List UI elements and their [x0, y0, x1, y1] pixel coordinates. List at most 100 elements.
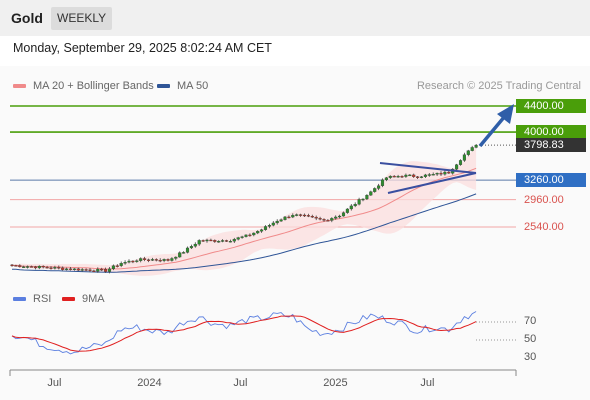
- candle-body: [326, 220, 330, 222]
- candle-body: [185, 247, 190, 253]
- candle-body: [392, 175, 396, 178]
- x-label-0: Jul: [47, 377, 62, 389]
- candle-body: [353, 204, 357, 207]
- candle-body: [416, 176, 420, 178]
- candle-body: [139, 258, 143, 261]
- rsi-tick-70: 70: [524, 315, 537, 327]
- candle-body: [439, 172, 443, 175]
- candle-body: [111, 265, 115, 270]
- candle-body: [330, 218, 334, 221]
- candle-body: [252, 232, 256, 236]
- candle-body: [427, 174, 431, 176]
- legend-ma20: MA 20 + Bollinger Bands: [13, 80, 154, 92]
- candle-body: [127, 260, 131, 263]
- candle-body: [400, 176, 404, 178]
- candle-body: [455, 164, 459, 170]
- candle-body: [170, 258, 174, 261]
- candle-body: [115, 265, 119, 267]
- level-label-5: 2540.00: [524, 221, 564, 233]
- ma50-line: [12, 193, 477, 273]
- target-arrow-head: [497, 104, 514, 124]
- candle-body: [435, 172, 439, 175]
- candle-body: [100, 268, 104, 271]
- timeframe-button[interactable]: WEEKLY: [51, 7, 113, 30]
- candle-body: [236, 237, 240, 240]
- candle-body: [377, 185, 381, 189]
- candle-body: [388, 175, 392, 178]
- candle-body: [18, 265, 22, 268]
- x-label-3: 2025: [323, 377, 348, 389]
- candle-body: [193, 243, 197, 247]
- level-label-3: 3260.00: [516, 173, 586, 188]
- candle-body: [80, 269, 84, 271]
- candle-body: [458, 160, 463, 165]
- candle-body: [22, 266, 26, 268]
- rsi-9ma-line: [11, 315, 477, 352]
- candle-body: [158, 259, 162, 262]
- legend-ma20-swatch: [13, 84, 26, 88]
- candle-body: [380, 179, 385, 186]
- candle-body: [84, 269, 88, 271]
- candle-body: [365, 195, 369, 200]
- candle-body: [68, 268, 73, 270]
- credit-text: Research © 2025 Trading Central: [416, 80, 581, 92]
- candle-body: [474, 144, 478, 148]
- candle-body: [232, 239, 236, 242]
- candle-body: [345, 208, 349, 213]
- candle-body: [275, 220, 279, 224]
- candle-body: [228, 241, 232, 243]
- candle-body: [299, 214, 303, 216]
- candle-body: [49, 267, 53, 269]
- candle-body: [131, 260, 135, 263]
- legend-9ma-label: 9MA: [82, 293, 105, 305]
- rsi-panel: [11, 311, 516, 355]
- candle-body: [271, 222, 275, 226]
- candle-body: [162, 259, 166, 261]
- triangle-upper-line: [379, 162, 477, 174]
- candle-body: [466, 150, 470, 155]
- candle-body: [369, 191, 373, 196]
- candle-body: [408, 174, 412, 177]
- rsi-tick-30: 30: [524, 351, 537, 363]
- candle-body: [178, 252, 182, 258]
- level-label-2: 3798.83: [516, 138, 586, 153]
- candle-body: [150, 259, 154, 261]
- candle-body: [154, 259, 158, 261]
- candle-body: [341, 212, 346, 217]
- candle-body: [384, 177, 388, 181]
- candle-body: [404, 174, 408, 177]
- candle-body: [431, 174, 435, 176]
- candle-body: [217, 241, 221, 243]
- candle-body: [248, 234, 252, 237]
- candle-body: [334, 216, 338, 219]
- candle-body: [224, 240, 229, 242]
- candle-body: [143, 258, 147, 260]
- candle-body: [61, 267, 65, 270]
- x-label-2: Jul: [233, 377, 248, 389]
- target-arrow-shaft: [478, 114, 507, 148]
- candle-body: [213, 240, 217, 242]
- candle-body: [244, 234, 248, 237]
- legend-ma50: MA 50: [157, 80, 208, 92]
- x-axis: [9, 369, 517, 376]
- candle-body: [146, 259, 151, 261]
- candle-body: [338, 215, 342, 218]
- candle-body: [240, 236, 244, 238]
- candle-body: [205, 239, 209, 242]
- candle-body: [41, 265, 45, 268]
- candle-body: [357, 199, 361, 205]
- candle-body: [260, 229, 264, 232]
- candle-body: [76, 268, 80, 271]
- candle-body: [310, 215, 314, 218]
- level-label-4: 2960.00: [524, 193, 564, 206]
- bollinger-bands: [12, 146, 477, 276]
- candle-body: [256, 231, 260, 234]
- candle-body: [10, 264, 14, 267]
- legend-9ma: 9MA: [62, 293, 105, 305]
- candle-body: [107, 268, 112, 272]
- candle-body: [470, 147, 474, 151]
- candle-body: [26, 266, 30, 268]
- timestamp: Monday, September 29, 2025 8:02:24 AM CE…: [13, 41, 272, 55]
- bollinger-band-area: [12, 146, 477, 276]
- candle-body: [166, 259, 170, 261]
